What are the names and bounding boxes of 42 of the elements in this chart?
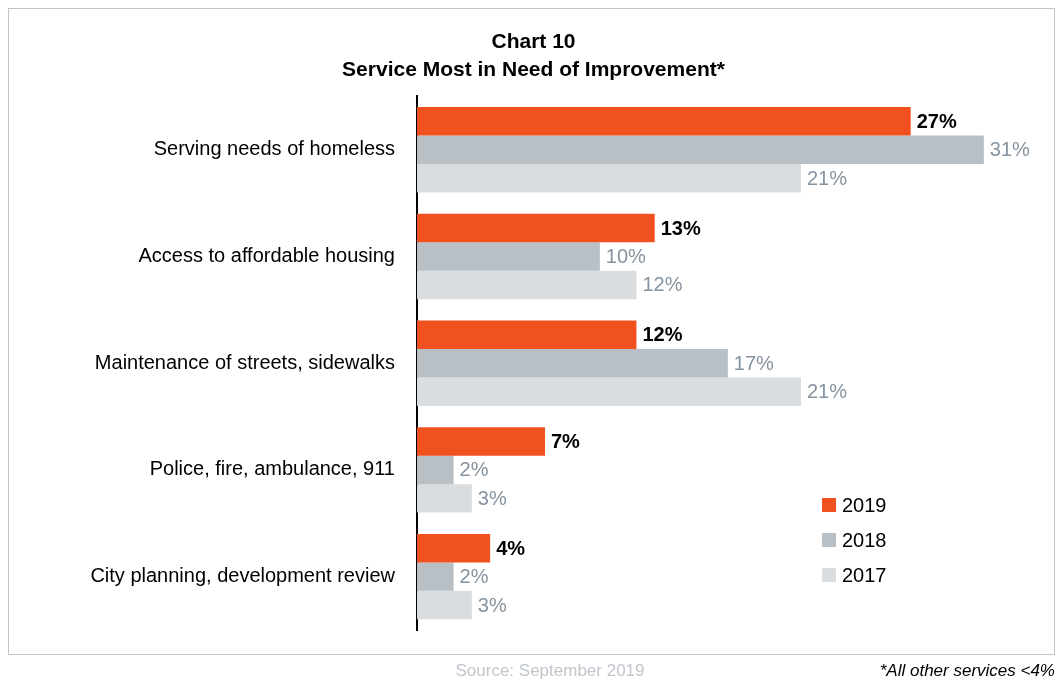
bar: [417, 533, 491, 563]
data-label: 3%: [477, 486, 507, 509]
data-label: 13%: [660, 216, 701, 239]
bar: [417, 213, 655, 243]
text: *All other services <4%: [879, 660, 1055, 680]
legend-label: 2019: [842, 493, 887, 516]
y-tick-label: City planning, development review: [90, 564, 396, 587]
source-note: Source: September 2019: [455, 660, 645, 680]
data-label: 12%: [642, 273, 683, 296]
data-label: 10%: [605, 245, 647, 267]
bar: [417, 163, 801, 193]
legend-label: 2017: [842, 563, 887, 586]
chart-title: Chart 10: [491, 29, 576, 53]
data-label: 7%: [551, 429, 581, 452]
y-tick-label: Maintenance of streets, sidewalks: [94, 350, 395, 373]
y-tick-label: Serving needs of homeless: [153, 137, 395, 160]
data-label: 17%: [733, 351, 775, 374]
data-label: 2%: [459, 458, 489, 481]
data-label: 21%: [807, 380, 848, 403]
data-label: 21%: [807, 166, 848, 189]
legend-label: 2018: [842, 528, 887, 551]
bar: [417, 320, 637, 349]
bar: [417, 107, 911, 136]
y-tick-label: Police, fire, ambulance, 911: [149, 457, 395, 480]
bar: [417, 562, 454, 591]
bar: [417, 242, 600, 271]
bar: [417, 135, 984, 164]
bar: [417, 590, 472, 620]
bar: [417, 348, 728, 378]
data-label: 2%: [459, 565, 489, 588]
data-label: 3%: [477, 593, 507, 616]
bar: [417, 270, 637, 300]
data-label: 31%: [989, 138, 1031, 161]
bar: [417, 377, 801, 406]
data-label: 27%: [916, 109, 957, 132]
data-label: 12%: [642, 323, 683, 346]
bar: [417, 484, 472, 513]
bar: [417, 427, 545, 456]
bar: [417, 455, 454, 485]
data-label: 4%: [496, 536, 526, 559]
chart-subtitle: Service Most in Need of Improvement*: [342, 56, 726, 80]
y-tick-label: Access to affordable housing: [138, 244, 395, 266]
